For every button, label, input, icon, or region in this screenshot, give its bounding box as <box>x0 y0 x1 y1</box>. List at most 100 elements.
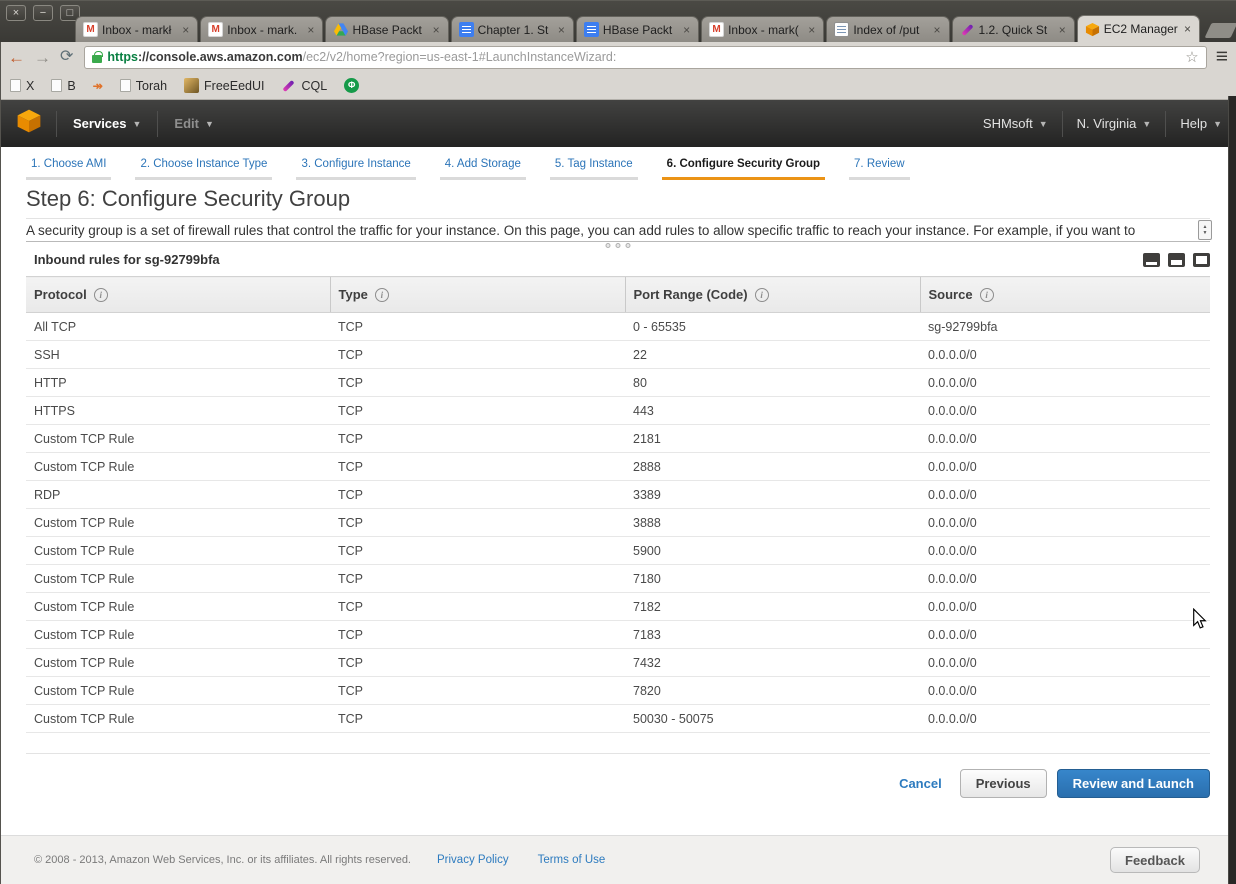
info-icon[interactable]: i <box>93 287 108 302</box>
bookmark-item[interactable]: FreeEedUI <box>184 78 264 93</box>
help-menu[interactable]: Help ▼ <box>1166 116 1236 131</box>
browser-tab[interactable]: HBase Packt × <box>325 16 449 42</box>
browser-tab[interactable]: HBase Packt × <box>575 16 700 42</box>
cell-protocol: All TCP <box>26 312 330 341</box>
cell-port-range: 7432 <box>625 648 920 677</box>
tab-close-icon[interactable]: × <box>432 22 440 37</box>
tab-close-icon[interactable]: × <box>557 22 565 37</box>
info-icon[interactable]: i <box>979 287 994 302</box>
menu-icon[interactable]: ≡ <box>1215 44 1228 68</box>
cell-protocol: SSH <box>26 340 330 369</box>
cell-port-range: 0 - 65535 <box>625 312 920 341</box>
terms-of-use-link[interactable]: Terms of Use <box>537 854 606 866</box>
wizard-step-tab[interactable]: 1. Choose AMI <box>26 158 112 180</box>
bookmark-item[interactable]: Φ <box>344 78 360 93</box>
browser-tab[interactable]: EC2 Manager × <box>1076 15 1200 42</box>
cell-protocol: Custom TCP Rule <box>26 676 330 705</box>
aws-logo-icon[interactable] <box>16 108 42 139</box>
spinner-down-icon[interactable]: ▼ <box>1202 230 1208 236</box>
spinner-up-icon[interactable]: ▲ <box>1202 224 1208 230</box>
bookmark-item[interactable]: B <box>51 79 76 93</box>
browser-tab[interactable]: M Inbox - mark(× <box>701 16 825 42</box>
bookmark-item[interactable]: Torah <box>119 79 167 93</box>
page-description: A security group is a set of firewall ru… <box>26 223 1136 238</box>
cell-port-range: 5900 <box>625 536 920 565</box>
wizard-step-tab[interactable]: 6. Configure Security Group <box>661 158 826 180</box>
back-icon[interactable]: ← <box>8 47 25 67</box>
scroll-spinner[interactable]: ▲ ▼ <box>1198 220 1212 240</box>
doc-favicon <box>458 22 474 37</box>
drag-handle-dots[interactable] <box>605 243 631 248</box>
cell-port-range: 443 <box>625 396 920 425</box>
wizard-step-tab[interactable]: 3. Configure Instance <box>296 158 416 180</box>
bookmark-item[interactable]: CQL <box>281 78 327 93</box>
nav-divider <box>157 110 159 137</box>
close-window-button[interactable]: × <box>6 5 26 21</box>
cell-protocol: HTTP <box>26 368 330 397</box>
table-row: SSH TCP 22 0.0.0.0/0 <box>26 340 1210 369</box>
wizard-step-tab[interactable]: 2. Choose Instance Type <box>135 158 273 180</box>
bookmark-star-icon[interactable]: ☆ <box>1185 49 1199 66</box>
reload-icon[interactable]: ⟳ <box>60 48 74 65</box>
wizard-step-tab[interactable]: 7. Review <box>849 158 910 180</box>
cell-type: TCP <box>330 424 625 453</box>
maximize-window-button[interactable]: □ <box>60 5 80 21</box>
review-and-launch-button[interactable]: Review and Launch <box>1056 769 1210 798</box>
feedback-button[interactable]: Feedback <box>1110 847 1200 873</box>
density-medium-icon[interactable] <box>1168 252 1185 267</box>
previous-button[interactable]: Previous <box>959 769 1047 798</box>
minimize-window-button[interactable]: − <box>33 5 53 21</box>
pen-icon <box>281 78 296 93</box>
address-bar[interactable]: https ://console.aws.amazon.com /ec2/v2/… <box>84 45 1207 69</box>
edit-menu[interactable]: Edit ▼ <box>158 116 229 131</box>
cell-port-range: 2181 <box>625 424 920 453</box>
tab-close-icon[interactable]: × <box>1183 22 1191 36</box>
column-header-label: Port Range (Code) <box>633 287 748 302</box>
chevron-down-icon: ▼ <box>1213 118 1222 129</box>
new-tab-button[interactable] <box>1204 23 1236 38</box>
cell-type: TCP <box>330 564 625 593</box>
region-label: N. Virginia <box>1076 116 1137 131</box>
browser-tab[interactable]: Index of /put × <box>826 16 950 42</box>
bookmark-item[interactable]: ↠ <box>93 78 103 93</box>
tab-close-icon[interactable]: × <box>307 22 315 37</box>
cell-source: 0.0.0.0/0 <box>920 564 1210 593</box>
cell-protocol: Custom TCP Rule <box>26 648 330 677</box>
bookmark-item[interactable]: X <box>10 79 34 93</box>
column-header-label: Protocol <box>34 287 87 302</box>
wizard-step-tab[interactable]: 4. Add Storage <box>439 158 526 180</box>
forward-icon[interactable]: → <box>34 47 51 67</box>
tab-close-icon[interactable]: × <box>182 22 190 37</box>
tab-title: Chapter 1. St <box>477 22 549 37</box>
browser-tab[interactable]: M Inbox - mark. × <box>200 16 324 42</box>
cell-source: 0.0.0.0/0 <box>920 704 1210 733</box>
padlock-icon <box>92 50 103 63</box>
cancel-link[interactable]: Cancel <box>899 776 942 791</box>
tab-close-icon[interactable]: × <box>1058 22 1066 37</box>
density-expanded-icon[interactable] <box>1193 252 1210 267</box>
browser-tab[interactable]: Chapter 1. St × <box>450 16 574 42</box>
tab-close-icon[interactable]: × <box>933 22 941 37</box>
cell-protocol: Custom TCP Rule <box>26 452 330 481</box>
region-menu[interactable]: N. Virginia ▼ <box>1063 116 1166 131</box>
cell-source: 0.0.0.0/0 <box>920 620 1210 649</box>
browser-tab[interactable]: M Inbox - markł × <box>75 16 199 42</box>
section-title: Inbound rules for sg-92799bfa <box>34 252 220 267</box>
cell-protocol: RDP <box>26 480 330 509</box>
tab-close-icon[interactable]: × <box>808 22 816 37</box>
services-menu[interactable]: Services ▼ <box>57 116 157 131</box>
info-icon[interactable]: i <box>754 287 769 302</box>
cell-type: TCP <box>330 368 625 397</box>
account-menu[interactable]: SHMsoft ▼ <box>969 116 1062 131</box>
cell-source: 0.0.0.0/0 <box>920 592 1210 621</box>
browser-tab[interactable]: 1.2. Quick St × <box>951 16 1075 42</box>
info-icon[interactable]: i <box>374 287 389 302</box>
tab-close-icon[interactable]: × <box>683 22 691 37</box>
density-compact-icon[interactable] <box>1143 252 1160 267</box>
privacy-policy-link[interactable]: Privacy Policy <box>437 854 509 866</box>
page-title: Step 6: Configure Security Group <box>26 186 1210 219</box>
pen-favicon <box>960 22 975 37</box>
wizard-step-tab[interactable]: 5. Tag Instance <box>549 158 638 180</box>
chevron-down-icon: ▼ <box>1038 118 1048 129</box>
cell-source: 0.0.0.0/0 <box>920 424 1210 453</box>
